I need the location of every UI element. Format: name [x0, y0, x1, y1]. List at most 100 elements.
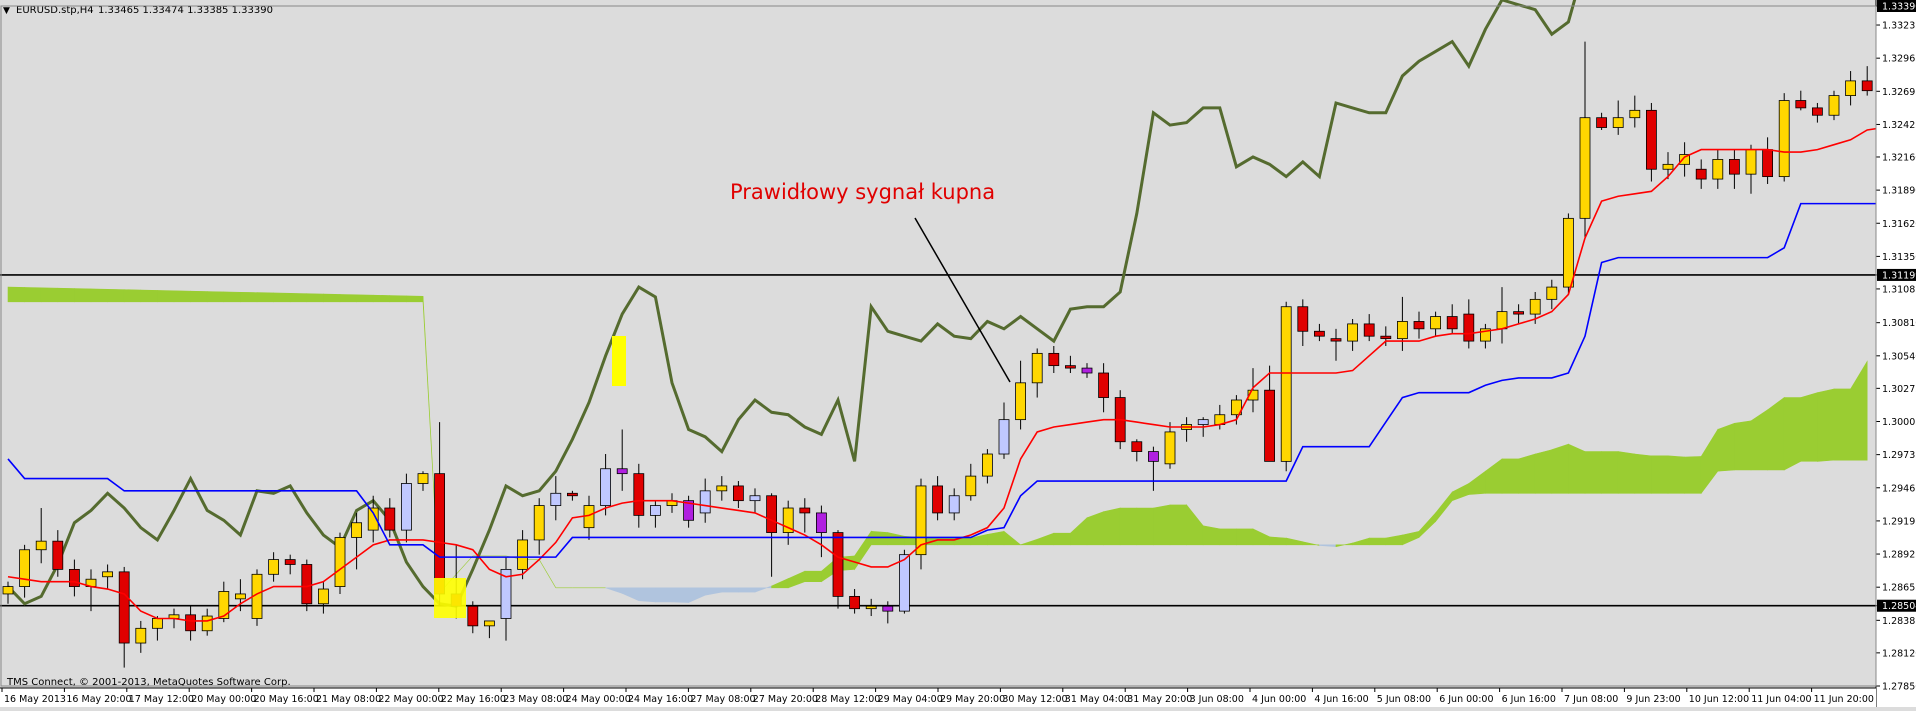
candle — [1629, 95, 1641, 128]
candle — [1430, 311, 1441, 337]
time-label: 3 Jun 08:00 — [1190, 694, 1244, 705]
candle — [1662, 152, 1674, 180]
candle — [185, 606, 197, 641]
candle — [301, 559, 313, 612]
candle-body — [1695, 168, 1707, 180]
candle-body — [1015, 382, 1026, 421]
candle-body — [1845, 80, 1856, 97]
candle — [500, 557, 512, 641]
price-label: 1.33390 — [1882, 2, 1916, 13]
cloud-segment — [1617, 451, 1636, 494]
candle — [1546, 279, 1558, 310]
candle-body — [1812, 107, 1823, 116]
annotation-text: Prawidłowy sygnał kupna — [730, 180, 995, 204]
cloud-segment — [671, 587, 689, 603]
candle-body — [832, 532, 844, 597]
candle — [1247, 368, 1259, 413]
candle-body — [483, 620, 495, 627]
candle-body — [1480, 328, 1491, 342]
candle-body — [467, 605, 479, 627]
cloud-segment — [1817, 388, 1835, 462]
candle — [1712, 149, 1724, 189]
cloud-segment — [1767, 396, 1785, 471]
price-label: 1.28120 — [1882, 648, 1916, 659]
cloud-segment — [1651, 455, 1669, 494]
candle-body — [1546, 286, 1558, 300]
candle-body — [1247, 389, 1259, 401]
time-label: 20 May 16:00 — [254, 694, 319, 705]
time-label: 6 Jun 00:00 — [1439, 694, 1493, 705]
time-label: 17 May 12:00 — [129, 694, 194, 705]
candle-body — [600, 468, 611, 506]
candle-body — [1430, 316, 1441, 330]
cloud-segment — [655, 587, 673, 603]
price-label: 1.30005 — [1882, 417, 1916, 428]
time-label: 27 May 20:00 — [753, 694, 818, 705]
cloud-segment — [1634, 453, 1652, 494]
chart-title-arrow-icon[interactable]: ▼ — [3, 6, 10, 16]
candle-body — [1347, 323, 1358, 342]
candle-body — [1330, 338, 1342, 342]
cloud-segment — [1551, 443, 1569, 494]
cloud-segment — [1584, 451, 1602, 494]
time-label: 5 Jun 08:00 — [1377, 694, 1431, 705]
cloud-segment — [74, 288, 92, 303]
tenkan-line — [7, 117, 1916, 622]
candle-body — [1496, 311, 1508, 330]
candle-body — [816, 512, 827, 533]
candle — [1563, 213, 1574, 295]
candle-body — [749, 495, 761, 502]
candle-body — [234, 593, 246, 600]
candle-body — [1778, 100, 1790, 178]
cloud-segment — [1518, 453, 1536, 494]
candle-body — [1463, 313, 1475, 342]
cloud-segment — [90, 288, 108, 303]
candle-body — [301, 564, 313, 605]
candle — [201, 608, 213, 636]
time-label: 31 May 20:00 — [1127, 694, 1192, 705]
yellow-markers — [434, 336, 626, 618]
candle-body — [1164, 431, 1176, 465]
candle — [1363, 314, 1375, 342]
price-label: 1.28504 — [1882, 601, 1916, 612]
cloud-segment — [1667, 455, 1685, 494]
cloud-segment — [1534, 449, 1553, 494]
candle-body — [1563, 217, 1574, 288]
cloud-segment — [1119, 507, 1138, 546]
candle — [35, 508, 47, 564]
candle — [2, 581, 14, 604]
cloud-segment — [57, 287, 75, 303]
candle — [483, 620, 495, 639]
candle — [417, 471, 429, 491]
time-label: 22 May 16:00 — [441, 694, 506, 705]
candle — [118, 566, 130, 668]
cloud-segment — [1269, 536, 1287, 546]
cloud-segment — [40, 287, 59, 303]
candle-body — [351, 522, 363, 538]
marker-rect — [612, 336, 626, 386]
cloud-segment — [1136, 507, 1154, 546]
candle — [234, 579, 246, 612]
candle — [135, 620, 147, 653]
price-label: 1.30810 — [1882, 318, 1916, 329]
cloud-segment — [223, 291, 241, 303]
candle-body — [965, 475, 977, 497]
cloud-segment — [804, 570, 822, 582]
cloud-segment — [306, 293, 324, 303]
time-label: 11 Jun 04:00 — [1751, 694, 1811, 705]
cloud-segment — [190, 290, 208, 303]
candle — [600, 454, 611, 516]
price-label: 1.32160 — [1882, 152, 1916, 163]
candle — [1812, 102, 1823, 123]
candle — [716, 476, 728, 501]
candle — [1778, 93, 1790, 182]
candle-body — [1579, 117, 1591, 219]
candle-body — [1762, 149, 1773, 178]
candle — [865, 598, 877, 617]
price-label: 1.30275 — [1882, 384, 1916, 395]
candle — [268, 552, 280, 582]
price-label: 1.27850 — [1882, 682, 1916, 693]
candle-body — [1314, 330, 1325, 337]
time-label: 27 May 08:00 — [690, 694, 755, 705]
